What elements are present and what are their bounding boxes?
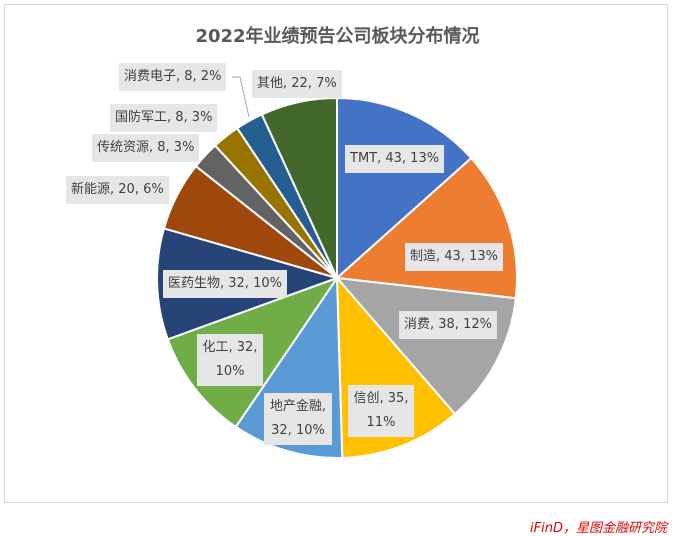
data-label-consumer: 消费, 38, 12% (399, 311, 497, 339)
source-note: iFinD，星图金融研究院 (530, 521, 667, 536)
data-label-traditional-resources: 传统资源, 8, 3% (92, 134, 200, 162)
chart-frame (4, 4, 668, 503)
data-label-real-estate-finance: 地产金融, 32, 10% (264, 393, 332, 445)
data-label-other: 其他, 22, 7% (252, 70, 342, 98)
data-label-xinchuang: 信创, 35, 11% (348, 385, 414, 437)
data-label-chemicals: 化工, 32, 10% (197, 334, 263, 386)
pie-slice-11 (260, 96, 338, 279)
data-label-new-energy: 新能源, 20, 6% (66, 176, 169, 204)
leader-line (232, 76, 250, 118)
data-label-pharma: 医药生物, 32, 10% (163, 270, 287, 298)
data-label-manufacturing: 制造, 43, 13% (405, 243, 503, 271)
chart-title: 2022年业绩预告公司板块分布情况 (195, 26, 480, 47)
data-label-consumer-electronics: 消费电子, 8, 2% (119, 63, 227, 91)
pie-slice-0 (336, 96, 473, 281)
data-label-defense: 国防军工, 8, 3% (110, 104, 218, 132)
data-label-tmt: TMT, 43, 13% (345, 145, 445, 173)
